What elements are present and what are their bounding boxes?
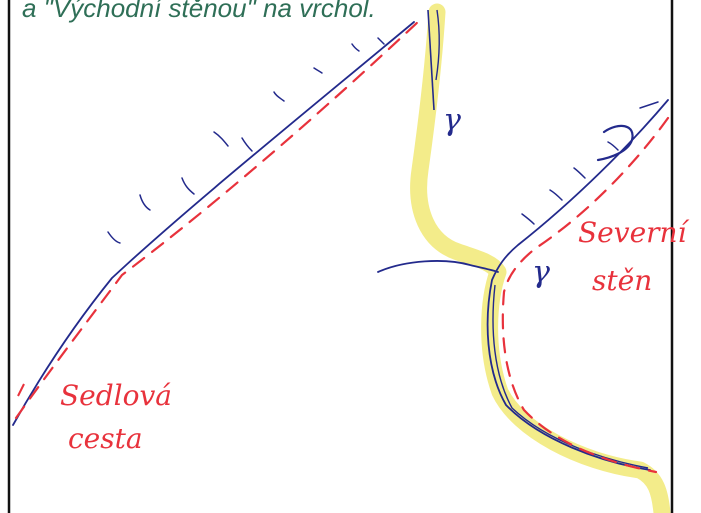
gully-line-top (427, 9, 435, 111)
figure-caption: a "Východní stěnou" na vrchol. (22, 0, 376, 23)
saddle-route-dashed (14, 18, 422, 420)
north-wall-label-line2: stěn (592, 264, 652, 297)
spur-line (377, 260, 499, 273)
north-wall-route-dashed (501, 116, 670, 474)
red-tick-mark (17, 383, 25, 397)
west-ridge-line (12, 21, 415, 426)
saddle-route-label-line1: Sedlová (60, 379, 172, 412)
north-wall-label-line1: Severní (578, 216, 690, 249)
east-ridge-line (486, 99, 669, 471)
gully-marker-top: γ (443, 103, 461, 138)
saddle-route-label-line2: cesta (68, 422, 143, 455)
east-ridge-curl (596, 124, 634, 162)
east-ridge-ticks (521, 101, 659, 225)
gully-line-top-fork (435, 9, 440, 81)
west-ridge-ticks (107, 37, 385, 244)
gully-marker-mid: γ (532, 255, 550, 290)
east-ridge-inner-line (492, 284, 649, 469)
